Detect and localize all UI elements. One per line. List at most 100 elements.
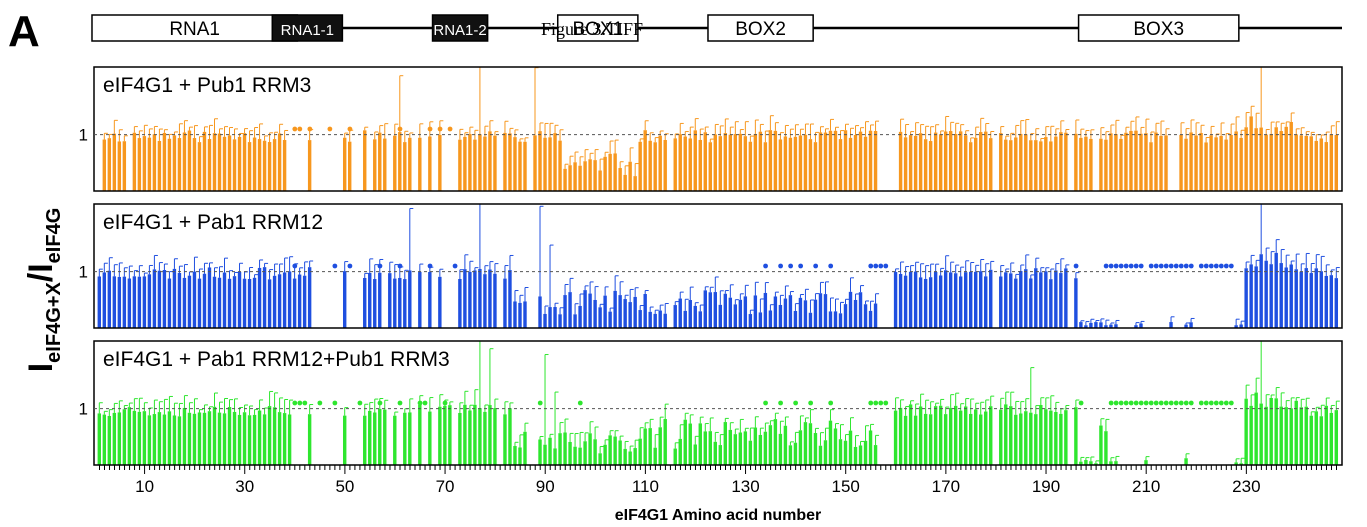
bar [898,273,903,328]
bar [788,445,793,465]
bar [518,141,522,191]
bar [783,425,788,465]
bar [753,295,758,328]
bar [1269,264,1273,328]
unassigned-dot [397,126,403,132]
bar [923,139,928,191]
svg-text:IeIF4G+X/IeIF4G: IeIF4G+X/IeIF4G [22,208,65,373]
bar [663,140,667,191]
bar [848,430,853,465]
bar [928,414,933,465]
bar [102,139,107,191]
bar [1294,134,1298,191]
domain-label-4: BOX1 [572,19,623,40]
bar [212,406,217,465]
bar [648,311,652,328]
bar [1304,406,1308,465]
bar [958,131,963,191]
unassigned-dot [437,126,443,132]
bar [658,310,662,328]
unassigned-dot [1158,263,1164,269]
bar [1264,260,1268,328]
bar [1179,134,1183,191]
unassigned-dot [1133,263,1139,269]
bar [508,408,512,465]
bar [713,441,717,465]
bar [653,447,657,465]
bar [1109,324,1113,328]
bar [147,415,152,465]
bar [1184,138,1188,191]
bar [573,446,577,465]
bar [393,415,397,465]
bar [708,142,712,191]
bar [1299,271,1303,328]
bar [1009,140,1013,191]
bar [989,406,993,465]
bar [383,138,387,191]
bar [984,131,988,191]
unassigned-dot [1108,400,1114,406]
bar [593,160,597,191]
bar [503,278,507,328]
bar [1009,273,1013,328]
bar [1039,141,1043,191]
bar [783,136,788,191]
bar [1164,135,1168,191]
bar [393,135,397,191]
bar [132,132,137,191]
bar [363,277,367,328]
bar [823,294,828,328]
bar [1254,392,1258,465]
bar [798,297,803,328]
bar [1234,462,1238,465]
bar [1134,325,1138,328]
bar [853,446,858,465]
unassigned-dot [1178,263,1184,269]
unassigned-dot [1163,263,1169,269]
unassigned-dot [292,126,298,132]
bar [182,277,187,328]
bar [943,270,948,328]
bar [508,270,512,328]
x-axis-label: eIF4G1 Amino acid number [615,507,822,524]
bar [247,278,252,328]
unassigned-dot [1128,400,1134,406]
bar [1134,130,1138,191]
bar [473,139,477,191]
x-tick-label: 30 [235,477,254,496]
bar [693,305,697,328]
bar [703,132,707,191]
bar [873,131,878,191]
bar [152,269,157,328]
bar [984,411,988,465]
bar [1309,136,1313,191]
bar [1114,324,1118,328]
bar [1034,140,1038,191]
bar [137,138,142,191]
bar [828,420,833,465]
bar [97,276,102,328]
bar [1104,325,1108,328]
bar [943,414,948,465]
bar [648,428,652,465]
bar [758,434,763,465]
bar [483,411,487,465]
bar [117,141,122,191]
bar [192,413,197,465]
bar [948,407,953,465]
bar [618,295,622,328]
bar [162,414,167,465]
unassigned-dot [302,400,308,406]
x-tick-label: 130 [731,477,759,496]
bar [653,142,657,191]
unassigned-dot [878,263,884,269]
bar [979,271,983,328]
bar [1049,279,1053,328]
bar [1194,135,1198,191]
bar [918,406,923,465]
bar [1084,136,1088,191]
bar [563,168,567,191]
bar [603,444,607,465]
